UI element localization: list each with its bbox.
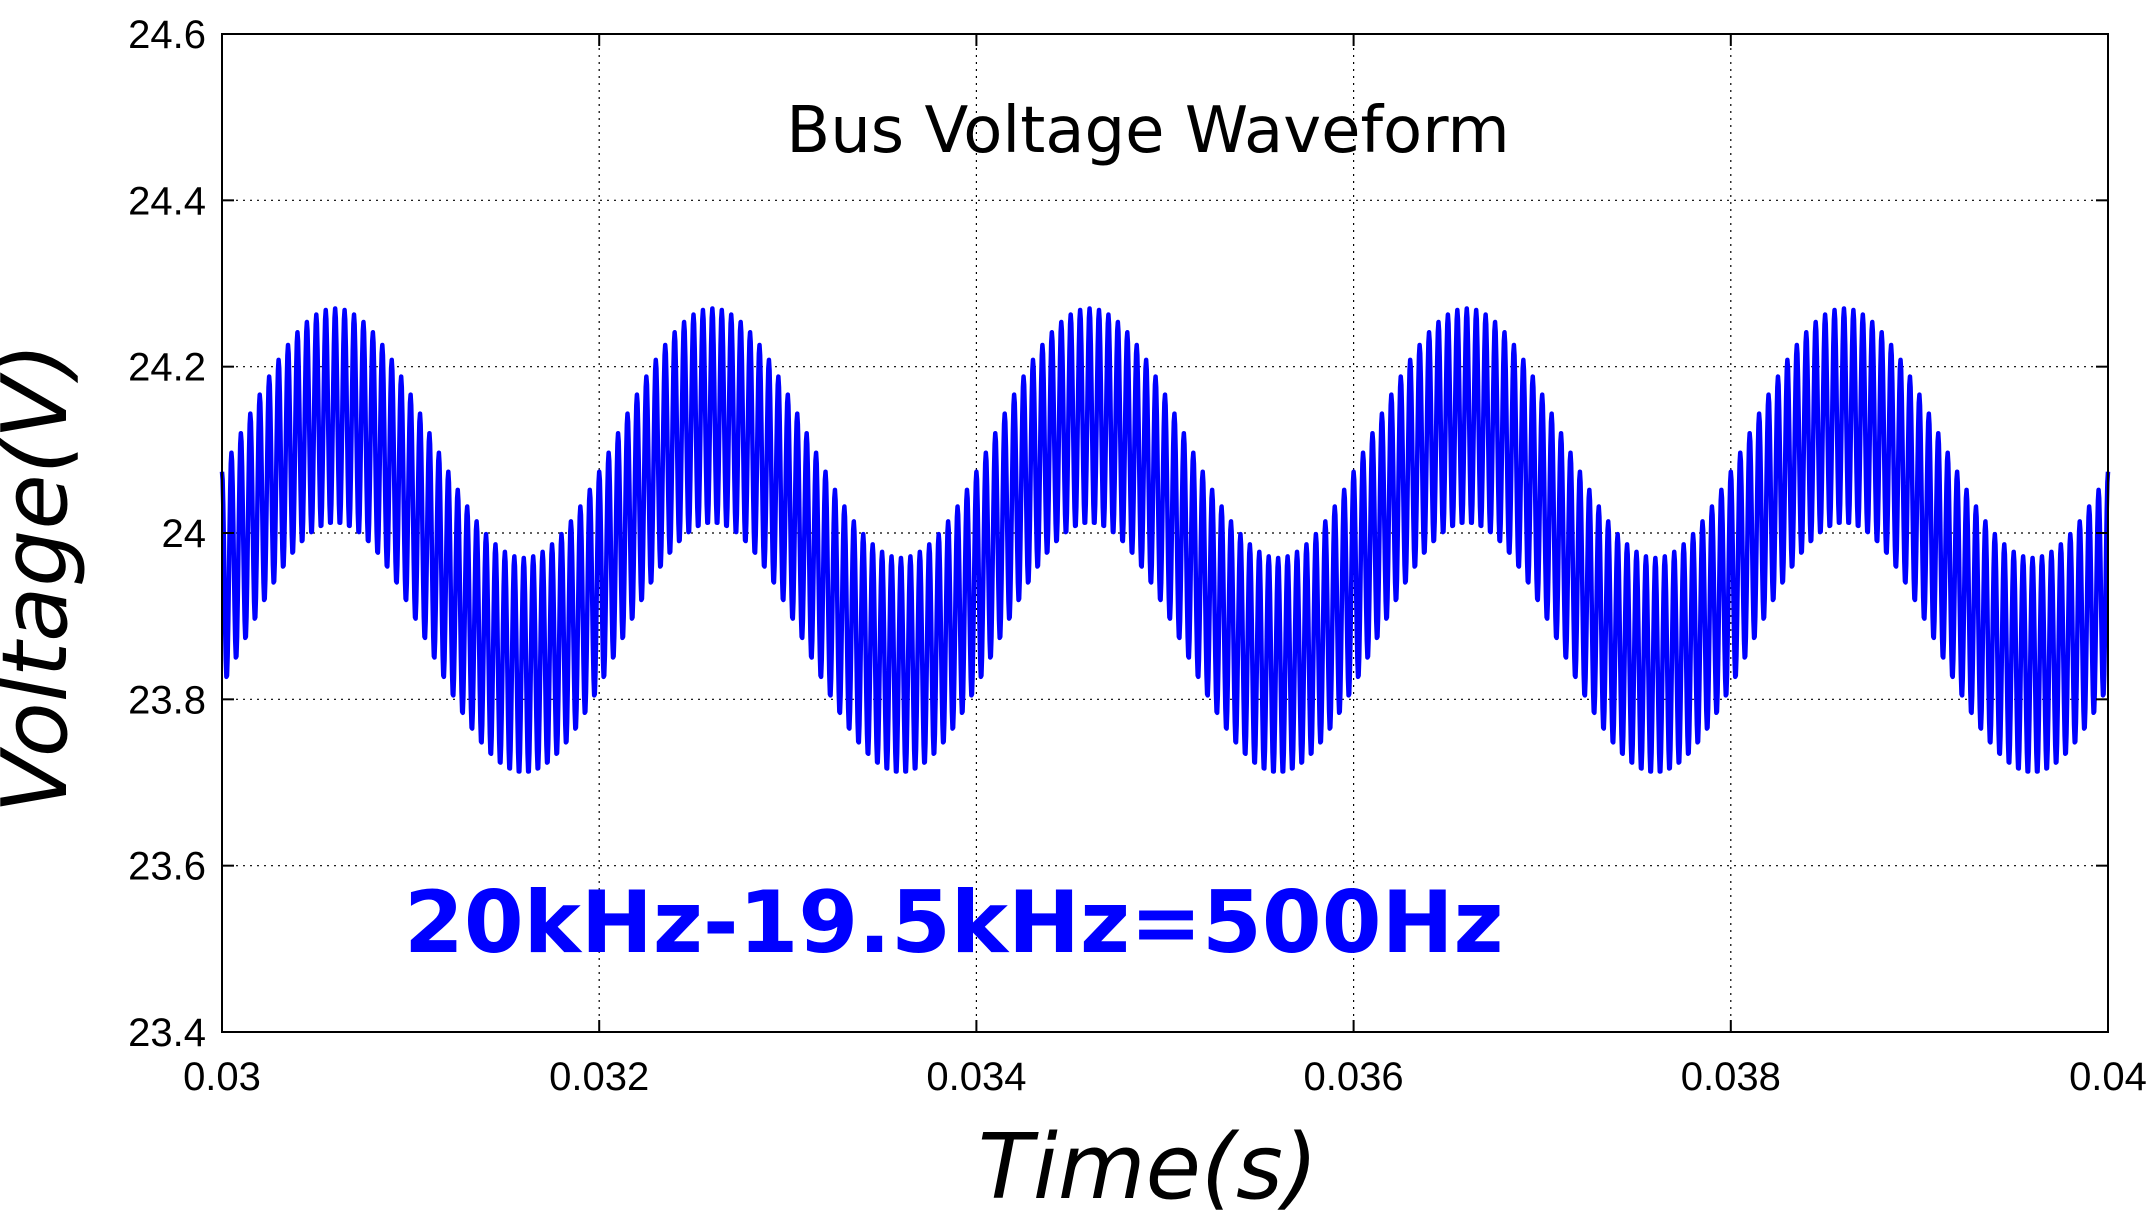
frequency-annotation: 20kHz-19.5kHz=500Hz	[404, 873, 1504, 973]
y-tick-label: 24.4	[128, 179, 206, 223]
x-axis-label: Time(s)	[978, 1115, 1318, 1220]
x-tick-label: 0.036	[1304, 1055, 1404, 1099]
y-tick-label: 24.2	[128, 346, 206, 390]
axis-ticks: 0.03 0.032 0.034 0.036 0.038 0.04 23.4 23.6 23.8…	[128, 13, 2147, 1099]
y-tick-label: 23.6	[128, 845, 206, 889]
y-tick-label: 24.6	[128, 13, 206, 57]
y-tick-label: 23.4	[128, 1011, 206, 1055]
x-tick-label: 0.03	[183, 1055, 261, 1099]
x-tick-label: 0.04	[2069, 1055, 2147, 1099]
voltage-series-line	[219, 306, 2111, 774]
y-tick-label: 23.8	[128, 678, 206, 722]
x-tick-label: 0.038	[1681, 1055, 1781, 1099]
x-tick-label: 0.032	[549, 1055, 649, 1099]
x-tick-label: 0.034	[926, 1055, 1026, 1099]
y-axis-label: Voltage(V)	[0, 342, 88, 813]
series-layer	[219, 306, 2111, 774]
y-tick-label: 24	[162, 512, 207, 556]
chart-title: Bus Voltage Waveform	[786, 94, 1509, 168]
